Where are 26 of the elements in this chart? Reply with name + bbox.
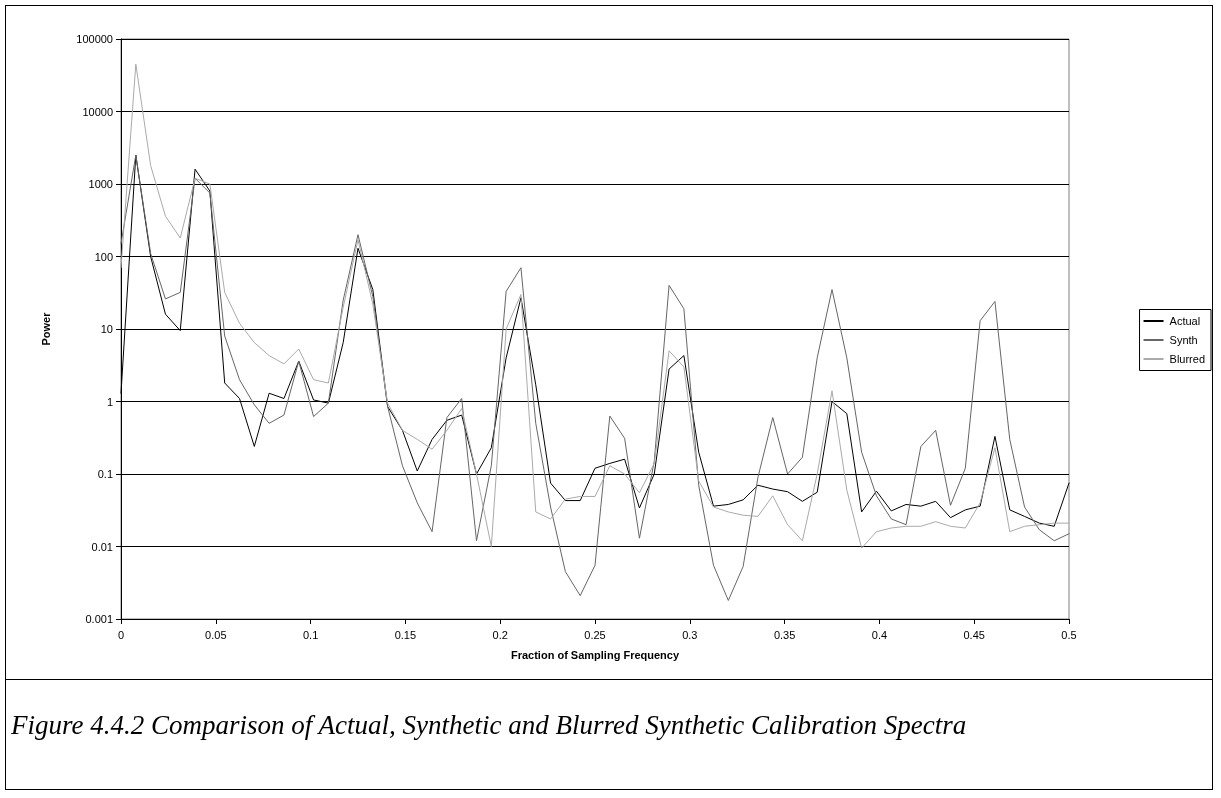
x-tick-label: 0.15 — [394, 628, 417, 641]
y-tick-label: 10000 — [82, 105, 113, 118]
x-tick-label: 0.45 — [963, 628, 985, 641]
legend-label: Blurred — [1169, 353, 1206, 365]
x-axis-title: Fraction of Sampling Frequency — [510, 648, 680, 661]
y-tick-label: 0.01 — [91, 540, 113, 553]
y-tick-label: 10 — [100, 323, 113, 335]
x-tick-label: 0.35 — [773, 628, 796, 641]
y-tick-label: 1000 — [88, 178, 113, 190]
x-tick-label: 0.2 — [492, 628, 508, 641]
y-axis-title: Power — [39, 311, 52, 346]
y-tick-label: 100 — [94, 250, 113, 263]
y-tick-label: 0.001 — [85, 613, 113, 625]
x-tick-label: 0 — [117, 628, 125, 641]
y-tick-label: 100000 — [76, 33, 113, 45]
x-tick-label: 0.3 — [682, 628, 698, 641]
y-tick-label: 1 — [106, 395, 113, 408]
x-tick-label: 0.4 — [871, 628, 888, 641]
y-tick-label: 0.1 — [97, 468, 113, 480]
legend-label: Actual — [1169, 315, 1201, 327]
legend-label: Synth — [1169, 334, 1198, 346]
x-tick-label: 0.5 — [1061, 628, 1077, 641]
x-tick-label: 0.05 — [205, 628, 227, 641]
caption: Figure 4.4.2 Comparison of Actual, Synthetic and Blurred Synthetic Calibration Spectra — [5, 680, 1213, 790]
x-tick-label: 0.1 — [302, 628, 319, 641]
x-tick-label: 0.25 — [584, 628, 606, 641]
